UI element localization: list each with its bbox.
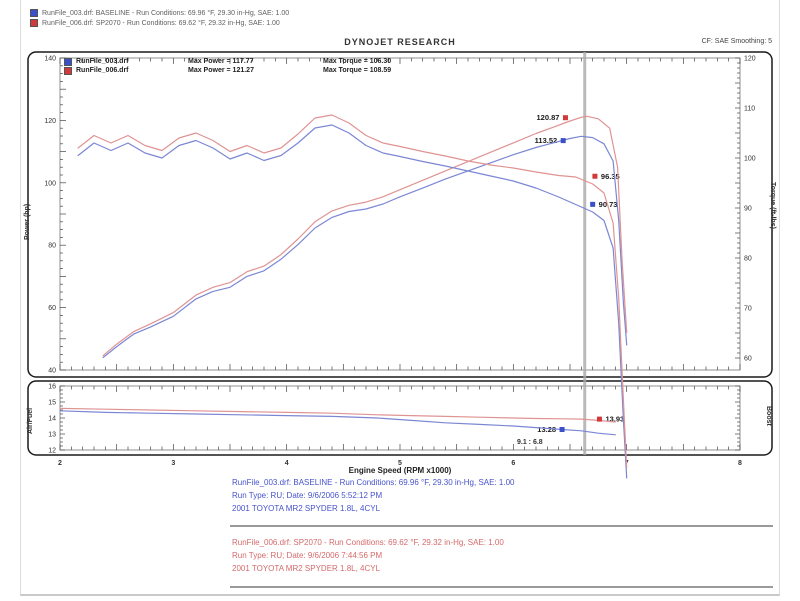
- tick-label: 70: [744, 306, 752, 313]
- sp2070-run-conditions: RunFile_006.drf: SP2070 - Run Conditions…: [42, 19, 280, 27]
- footer-sp2070-runtype: Run Type: RU; Date: 9/6/2006 7:44:56 PM: [232, 551, 383, 560]
- value-marker: [559, 427, 565, 433]
- baseline-legend-swatch: [64, 57, 72, 66]
- tick-labels: 140 120 100 80 60 40 120 110 100 90 80 70 60 16 15 14 13…: [44, 56, 755, 468]
- footer-baseline-vehicle: 2001 TOYOTA MR2 SPYDER 1.8L, 4CYL: [232, 504, 381, 513]
- sp2070-color-swatch: [30, 19, 38, 27]
- value-marker: [560, 138, 566, 144]
- power-axis-title: Power (hp): [24, 203, 31, 240]
- baseline-afr-curve: [59, 410, 616, 436]
- tick-label: 60: [48, 305, 56, 312]
- tick-label: 2: [58, 460, 62, 467]
- tick-label: 80: [744, 256, 752, 263]
- page-frame: [20, 0, 780, 596]
- tick-label: 100: [44, 180, 56, 187]
- boost-axis-title: Boost: [765, 406, 772, 426]
- separator-line: [230, 525, 773, 527]
- sp2070-max-power: Max Power = 121.27: [188, 67, 254, 74]
- value-marker: [596, 416, 602, 422]
- legend-row-baseline: RunFile_003.drf Max Power = 117.77 Max T…: [64, 57, 391, 66]
- tick-label: 6: [511, 460, 515, 467]
- afr-panel-frame: [27, 380, 773, 456]
- tick-label: 13.93: [605, 415, 624, 424]
- tick-label: 13: [48, 432, 56, 439]
- chart-title: DYNOJET RESEARCH: [344, 37, 456, 47]
- engine-speed-axis-title: Engine Speed (RPM x1000): [348, 466, 452, 475]
- footer-sp2070-vehicle: 2001 TOYOTA MR2 SPYDER 1.8L, 4CYL: [232, 564, 381, 573]
- footer-baseline-conditions: RunFile_003.drf: BASELINE - Run Conditio…: [232, 478, 515, 487]
- value-marker: [562, 115, 568, 121]
- airfuel-axis-title: Air/Fuel: [27, 407, 34, 434]
- tick-label: 113.52: [535, 136, 558, 145]
- tick-label: 140: [44, 56, 56, 63]
- sp2070-max-torque: Max Torque = 108.59: [323, 67, 392, 74]
- baseline-color-swatch: [30, 9, 38, 17]
- sp2070-afr-curve: [59, 407, 616, 423]
- tick-label: 3: [171, 460, 175, 467]
- tick-label: 120: [744, 56, 756, 63]
- sp2070-torque-curve: [77, 114, 628, 469]
- baseline-max-torque: Max Torque = 106.30: [323, 58, 392, 65]
- footer-baseline-runtype: Run Type: RU; Date: 9/6/2006 5:52:12 PM: [232, 491, 383, 500]
- sp2070-power-curve: [102, 115, 628, 357]
- value-marker: [592, 173, 598, 179]
- tick-label: 15: [48, 400, 56, 407]
- tick-label: 90: [744, 206, 752, 213]
- tick-label: 16: [48, 384, 56, 391]
- legend-row-sp2070: RunFile_006.drf Max Power = 121.27 Max T…: [64, 66, 391, 75]
- baseline-torque-curve: [77, 124, 628, 479]
- tick-label: 60: [744, 356, 752, 363]
- tick-label: 110: [744, 106, 755, 113]
- main-axes-box: [59, 57, 741, 371]
- afr-axes-box: [59, 385, 741, 451]
- main-panel-frame: [27, 51, 773, 378]
- tick-label: 40: [48, 368, 56, 375]
- baseline-file-name: RunFile_003.drf: [76, 58, 129, 65]
- tick-label: 5: [398, 460, 402, 467]
- run-info-baseline: RunFile_003.drf: BASELINE - Run Conditio…: [30, 8, 289, 18]
- tick-label: 80: [48, 243, 56, 250]
- torque-axis-title: Torque (ft-lbs): [769, 182, 776, 229]
- tick-label: 12: [48, 448, 56, 455]
- cursor-readout: 9.1 : 6.8: [517, 439, 543, 446]
- baseline-run-conditions: RunFile_003.drf: BASELINE - Run Conditio…: [42, 9, 290, 17]
- separator-line: [230, 586, 773, 588]
- tick-label: 8: [738, 460, 742, 467]
- value-marker: [590, 201, 596, 207]
- baseline-power-curve: [102, 135, 628, 359]
- tick-label: 4: [285, 460, 289, 467]
- footer-sp2070-conditions: RunFile_006.drf: SP2070 - Run Conditions…: [232, 538, 504, 547]
- run-info-sp2070: RunFile_006.drf: SP2070 - Run Conditions…: [30, 18, 280, 28]
- tick-label: 13.28: [537, 425, 556, 434]
- sp2070-legend-swatch: [64, 66, 72, 75]
- legend: RunFile_003.drf Max Power = 117.77 Max T…: [64, 57, 391, 75]
- tick-label: 100: [744, 156, 756, 163]
- tick-label: 120: [44, 118, 56, 125]
- tick-label: 14: [48, 416, 56, 423]
- axis-ticks: [59, 57, 741, 451]
- tick-label: 96.35: [601, 172, 620, 181]
- correction-smoothing-info: CF: SAE Smoothing: 5: [701, 38, 772, 45]
- sp2070-file-name: RunFile_006.drf: [76, 67, 129, 74]
- tick-label: 120.87: [537, 113, 560, 122]
- baseline-max-power: Max Power = 117.77: [188, 58, 254, 65]
